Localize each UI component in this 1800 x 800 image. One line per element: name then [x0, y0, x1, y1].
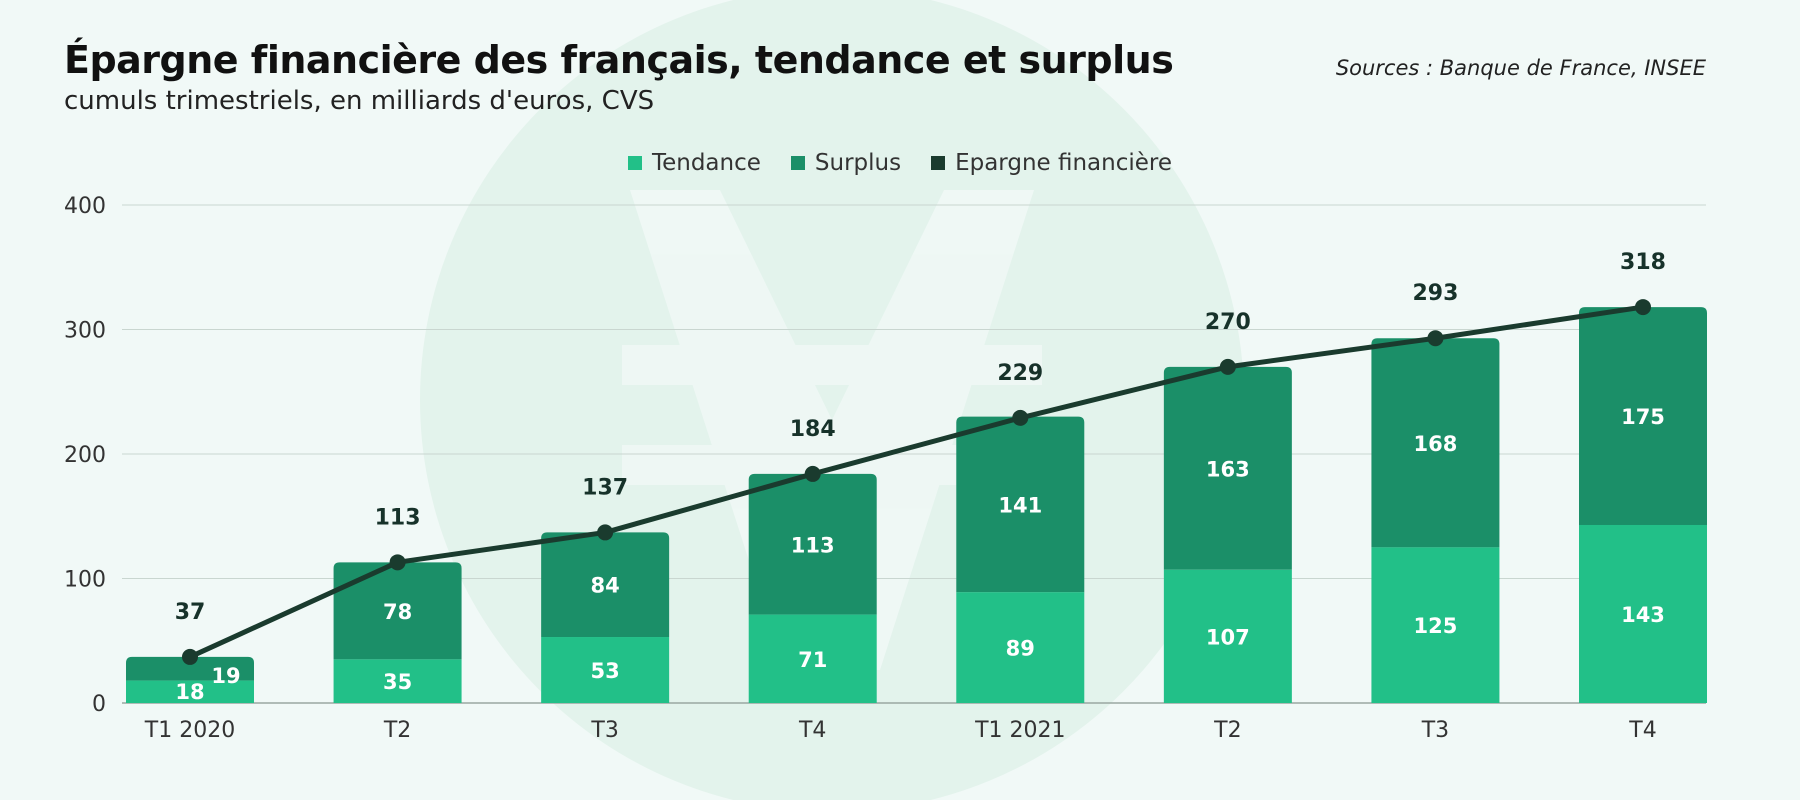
point-epargne-financiere: [1635, 299, 1651, 316]
legend-swatch-tendance: [627, 156, 642, 170]
bar-tendance: [333, 659, 462, 703]
x-tick-label: T3: [590, 718, 618, 743]
bar-surplus: [1579, 307, 1707, 525]
legend-item-surplus[interactable]: Surplus: [790, 150, 902, 176]
bar-tendance: [541, 637, 670, 703]
x-tick-label: T2: [1213, 718, 1241, 743]
y-tick-label: 200: [64, 443, 106, 468]
bar-tendance: [1579, 524, 1707, 703]
data-label-tendance: 18: [175, 680, 204, 704]
data-label-tendance: 143: [1621, 603, 1665, 627]
legend-label-epargne: Epargne financière: [955, 150, 1173, 176]
line-epargne-financiere: [188, 304, 1644, 660]
bar-tendance: [956, 592, 1085, 703]
data-label-tendance: 89: [1006, 637, 1035, 661]
legend-label-tendance: Tendance: [651, 150, 761, 176]
bar-tendance: [1163, 569, 1292, 703]
legend-label-surplus: Surplus: [814, 150, 902, 176]
data-label-tendance: 53: [591, 659, 620, 683]
data-label-surplus: 168: [1414, 432, 1458, 456]
bar-surplus: [126, 656, 254, 681]
data-label-surplus: 163: [1206, 457, 1250, 481]
data-label-surplus: 19: [211, 664, 240, 688]
y-tick-label: 400: [64, 194, 106, 219]
x-tick-label: T1 2020: [144, 718, 235, 743]
data-label-surplus: 84: [591, 574, 620, 598]
point-epargne-financiere: [804, 465, 821, 482]
bar-surplus: [541, 532, 670, 638]
data-label-epargne: 318: [1620, 250, 1666, 275]
point-epargne-financiere: [597, 524, 614, 541]
chart-title: Épargne financière des français, tendanc…: [64, 38, 1174, 82]
data-label-epargne: 293: [1412, 281, 1458, 306]
y-tick-label: 100: [64, 568, 106, 593]
data-label-epargne: 184: [790, 417, 836, 442]
y-tick-label: 300: [64, 319, 106, 344]
bar-surplus: [1163, 366, 1292, 570]
data-label-tendance: 71: [798, 648, 827, 672]
chart-legend: Tendance Surplus Epargne financière: [0, 150, 1800, 176]
bar-tendance: [126, 680, 254, 703]
data-label-tendance: 107: [1206, 625, 1250, 649]
data-label-epargne: 137: [582, 475, 628, 500]
x-tick-label: T4: [1628, 718, 1656, 743]
chart-source: Sources : Banque de France, INSEE: [1335, 56, 1706, 80]
bar-surplus: [956, 416, 1085, 593]
legend-swatch-epargne: [931, 156, 946, 170]
point-epargne-financiere: [1219, 358, 1236, 375]
point-epargne-financiere: [1427, 330, 1444, 347]
bar-tendance: [1371, 547, 1500, 703]
y-tick-label: 0: [92, 692, 106, 717]
data-label-tendance: 35: [383, 670, 412, 694]
bar-surplus: [748, 473, 877, 615]
bar-surplus: [1371, 338, 1500, 548]
x-tick-label: T1 2021: [974, 718, 1065, 743]
point-epargne-financiere: [389, 554, 406, 571]
data-label-epargne: 229: [997, 361, 1043, 386]
data-label-surplus: 141: [998, 493, 1042, 517]
x-tick-label: T4: [798, 718, 826, 743]
point-epargne-financiere: [182, 648, 198, 665]
data-label-surplus: 175: [1621, 405, 1665, 429]
legend-swatch-surplus: [790, 156, 805, 170]
data-label-epargne: 37: [175, 600, 206, 625]
data-label-epargne: 113: [375, 505, 421, 530]
data-label-surplus: 78: [383, 600, 412, 624]
chart-subtitle: cumuls trimestriels, en milliards d'euro…: [64, 86, 655, 116]
x-tick-label: T2: [383, 718, 411, 743]
legend-item-epargne[interactable]: Epargne financière: [931, 150, 1172, 176]
data-label-surplus: 113: [791, 533, 835, 557]
bar-surplus: [333, 562, 462, 660]
legend-item-tendance[interactable]: Tendance: [627, 150, 761, 176]
x-tick-label: T3: [1421, 718, 1449, 743]
data-label-tendance: 125: [1414, 614, 1458, 638]
bar-tendance: [748, 614, 877, 703]
data-label-epargne: 270: [1205, 310, 1251, 335]
point-epargne-financiere: [1012, 409, 1029, 426]
